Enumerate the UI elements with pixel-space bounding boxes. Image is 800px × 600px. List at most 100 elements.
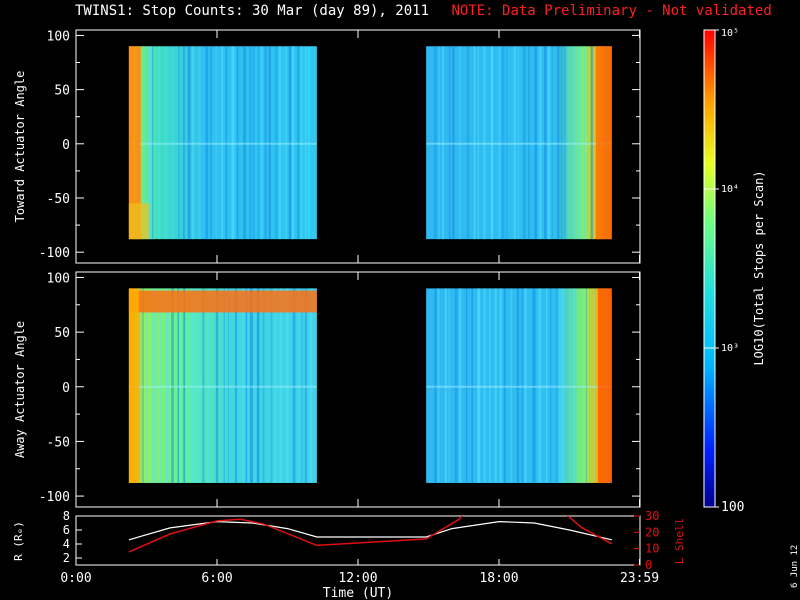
heatmap-stripe [569, 288, 571, 483]
heatmap-stripe [444, 288, 447, 483]
heatmap-stripe [308, 46, 311, 240]
heatmap-stripe [437, 288, 440, 483]
heatmap-stripe [142, 288, 144, 483]
colorbar-tick-label: 10³ [721, 343, 739, 354]
heatmap-stripe [145, 288, 147, 483]
heatmap-stripe [551, 46, 553, 240]
heatmap-stripe [590, 46, 593, 240]
heatmap-stripe [539, 46, 542, 240]
l-tick-label: 30 [645, 509, 659, 523]
heatmap-stripe [544, 46, 547, 240]
preliminary-note: NOTE: Data Preliminary - Not validated [451, 3, 772, 19]
heatmap-block [128, 288, 317, 483]
heatmap-stripe [558, 288, 562, 483]
heatmap-stripe [471, 288, 474, 483]
heatmap-stripe [202, 288, 205, 483]
heatmap-stripe [172, 46, 174, 240]
heatmap-stripe [270, 288, 273, 483]
heatmap-stripe [142, 46, 145, 240]
heatmap-stripe [555, 288, 558, 483]
colorbar [703, 29, 716, 508]
heatmap-stripe [198, 288, 201, 483]
heatmap-stripe [563, 46, 566, 240]
away-axis-label: Away Actuator Angle [13, 321, 27, 458]
heatmap-stripe [573, 46, 575, 240]
x-tick-label: 12:00 [338, 571, 377, 586]
heatmap-stripe [260, 46, 263, 240]
heatmap-stripe [538, 288, 542, 483]
heatmap-stripe [234, 288, 238, 483]
heatmap-stripe [209, 46, 212, 240]
heatmap-stripe [182, 46, 185, 240]
heatmap-stripe [207, 288, 210, 483]
heatmap-stripe [499, 288, 503, 483]
x-tick-label: 23:59 [620, 571, 659, 586]
heatmap-stripe [516, 288, 520, 483]
heatmap-stripe [466, 46, 470, 240]
heatmap-stripe [581, 288, 583, 483]
heatmap-stripe [215, 46, 217, 240]
chart-title: TWINS1: Stop Counts: 30 Mar (day 89), 20… [75, 3, 772, 19]
y-tick-label: -100 [39, 490, 70, 505]
high-count-patch [128, 203, 149, 240]
heatmap-stripe [578, 46, 581, 240]
heatmap-stripe [286, 288, 289, 483]
y-tick-label: 100 [47, 29, 70, 44]
heatmap-stripe [194, 288, 198, 483]
toward-axis-label: Toward Actuator Angle [13, 71, 27, 223]
heatmap-stripe [300, 46, 302, 240]
heatmap-stripe [187, 46, 191, 240]
heatmap-stripe [556, 46, 560, 240]
x-tick-label: 0:00 [60, 571, 91, 586]
heatmap-stripe [248, 46, 252, 240]
y-tick-label: 0 [62, 381, 70, 396]
heatmap-stripe [503, 288, 506, 483]
heatmap-stripe [274, 288, 276, 483]
heatmap-stripe [183, 288, 186, 483]
heatmap-stripe [236, 46, 239, 240]
heatmap-stripe [165, 288, 169, 483]
heatmap-stripe [560, 46, 563, 240]
heatmap-stripe [158, 46, 160, 240]
heatmap-stripe [223, 288, 225, 483]
r-axis-label: R (Rₑ) [12, 521, 25, 561]
heatmap-stripe [523, 46, 526, 240]
heatmap-stripe [448, 288, 450, 483]
heatmap-stripe [243, 46, 246, 240]
heatmap-stripe [301, 288, 303, 483]
heatmap-stripe [458, 288, 462, 483]
heatmap-stripe [288, 46, 292, 240]
heatmap-stripe [442, 46, 444, 240]
heatmap-stripe [547, 46, 551, 240]
heatmap-stripe [278, 46, 282, 240]
l-tick-label: 20 [645, 525, 659, 539]
heatmap-stripe [291, 46, 294, 240]
heatmap-stripe [490, 46, 494, 240]
l-shell-series-line [128, 516, 613, 553]
heatmap-stripe [583, 46, 585, 240]
heatmap-stripe [280, 288, 282, 483]
heatmap-stripe [221, 46, 224, 240]
r-tick-label: 2 [63, 551, 70, 565]
heatmap-stripe [215, 288, 219, 483]
heatmap-stripe [245, 288, 247, 483]
high-count-band [128, 290, 317, 313]
heatmap-stripe [528, 46, 530, 240]
heatmap-stripe [489, 288, 491, 483]
colorbar-label: LOG10(Total Stops per Scan) [752, 170, 766, 365]
date-stamp: 6 Jun 12 [790, 544, 800, 588]
r-tick-label: 8 [63, 509, 70, 523]
high-count-edge [128, 46, 141, 240]
heatmap-stripe [506, 46, 508, 240]
l-axis-label: L Shell [673, 518, 686, 564]
heatmap-stripe [304, 288, 307, 483]
heatmap-stripe [190, 288, 194, 483]
heatmap-stripe [262, 288, 265, 483]
heatmap-stripe [165, 46, 168, 240]
heatmap-stripe [452, 46, 455, 240]
heatmap-stripe [459, 46, 461, 240]
y-tick-label: 0 [62, 138, 70, 153]
heatmap-stripe [477, 288, 481, 483]
heatmap-block [426, 46, 612, 240]
